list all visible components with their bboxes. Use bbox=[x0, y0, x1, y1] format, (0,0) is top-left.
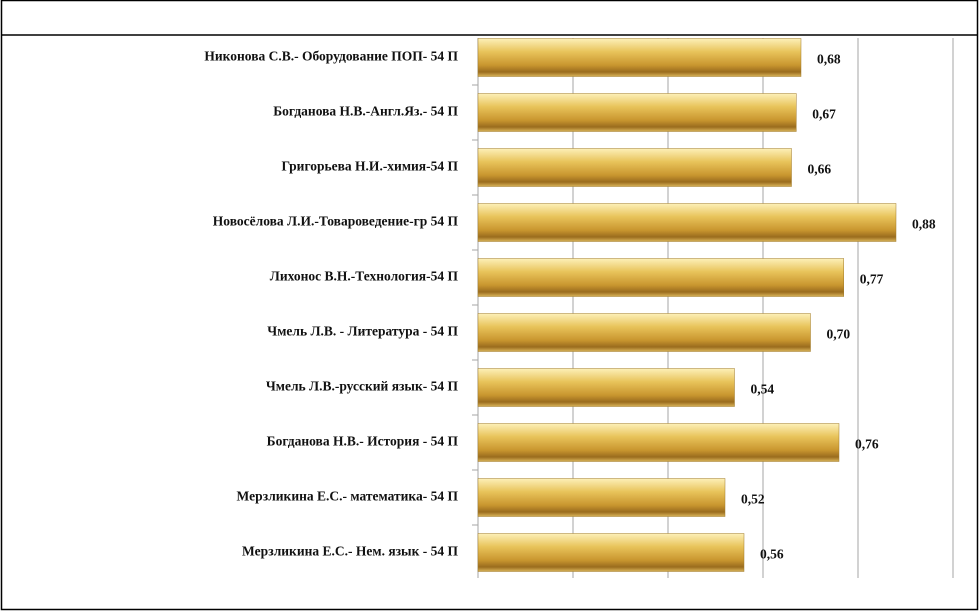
y-tick-label: Лихонос В.Н.-Технология-54 П bbox=[270, 269, 459, 284]
y-tick-label: Чмель Л.В. - Литература - 54 П bbox=[267, 324, 458, 339]
bar bbox=[477, 533, 745, 572]
data-label: 0,77 bbox=[860, 272, 884, 287]
data-label: 0,76 bbox=[855, 437, 879, 452]
bar bbox=[477, 313, 811, 352]
data-label: 0,54 bbox=[751, 382, 775, 397]
y-tick-label: Никонова С.В.- Оборудование ПОП- 54 П bbox=[204, 49, 458, 64]
bar bbox=[477, 38, 802, 77]
y-tick-label: Мерзликина Е.С.- Нем. язык - 54 П bbox=[242, 544, 458, 559]
data-label: 0,68 bbox=[817, 52, 841, 67]
bar bbox=[477, 93, 797, 132]
data-label: 0,66 bbox=[808, 162, 832, 177]
bar bbox=[477, 258, 844, 297]
data-label: 0,52 bbox=[741, 492, 765, 507]
y-tick-label: Григорьева Н.И.-химия-54 П bbox=[281, 159, 458, 174]
y-tick-label: Богданова Н.В.- История - 54 П bbox=[267, 434, 459, 449]
y-tick-label: Богданова Н.В.-Англ.Яз.- 54 П bbox=[273, 104, 458, 119]
bar bbox=[477, 368, 735, 407]
bar bbox=[477, 478, 726, 517]
data-label: 0,88 bbox=[912, 217, 936, 232]
data-label: 0,56 bbox=[760, 547, 784, 562]
data-label: 0,67 bbox=[812, 107, 836, 122]
y-tick-label: Новосёлова Л.И.-Товароведение-гр 54 П bbox=[213, 214, 459, 229]
bar bbox=[477, 423, 840, 462]
y-tick-label: Мерзликина Е.С.- математика- 54 П bbox=[237, 489, 459, 504]
bar bbox=[477, 148, 792, 187]
data-label: 0,70 bbox=[827, 327, 851, 342]
y-tick-label: Чмель Л.В.-русский язык- 54 П bbox=[266, 379, 459, 394]
bar bbox=[477, 203, 897, 242]
